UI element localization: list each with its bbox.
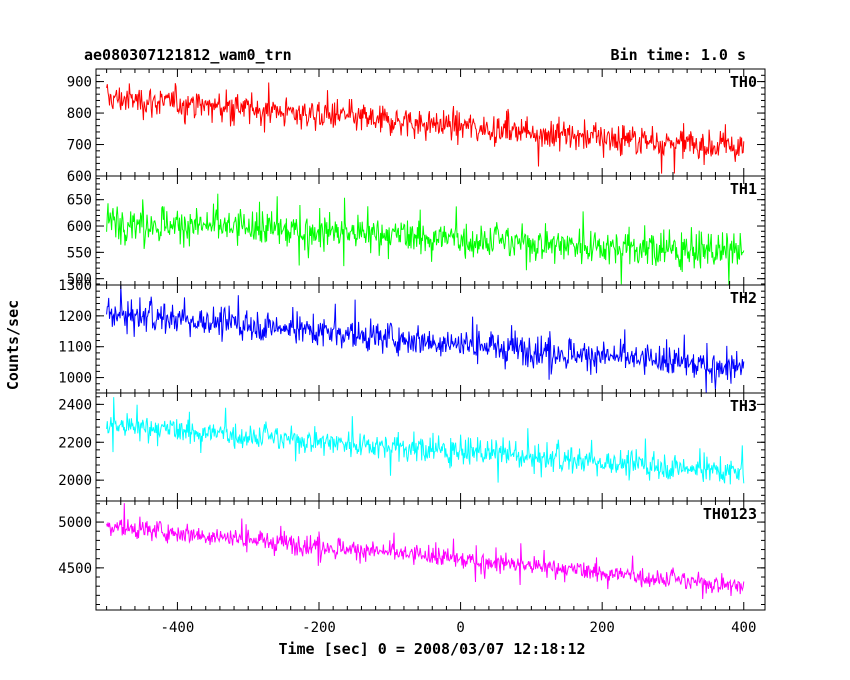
series-line-th2 bbox=[106, 284, 745, 394]
y-axis-label: Counts/sec bbox=[4, 300, 22, 390]
x-tick-label: -400 bbox=[161, 620, 195, 636]
y-tick-label: 5000 bbox=[58, 515, 92, 531]
y-tick-label: 1200 bbox=[58, 309, 92, 325]
panel-label: TH2 bbox=[730, 289, 757, 307]
y-tick-label: 500 bbox=[67, 272, 92, 288]
x-tick-label: 0 bbox=[456, 620, 464, 636]
x-tick-label: -200 bbox=[302, 620, 336, 636]
y-tick-label: 600 bbox=[67, 169, 92, 185]
bin-time-label: Bin time: 1.0 s bbox=[611, 46, 746, 64]
series-line-th0123 bbox=[106, 503, 745, 600]
y-tick-label: 4500 bbox=[58, 561, 92, 577]
x-axis-label: Time [sec] 0 = 2008/03/07 12:18:12 bbox=[278, 640, 585, 658]
panel-label: TH0 bbox=[730, 73, 757, 91]
y-tick-label: 2000 bbox=[58, 473, 92, 489]
panel-th2: 1000 1100 1200 1300 TH2 bbox=[58, 278, 766, 394]
panel-label: TH3 bbox=[730, 397, 757, 415]
y-tick-label: 1300 bbox=[58, 278, 92, 294]
y-tick-label: 650 bbox=[67, 193, 92, 209]
y-tick-label: 1000 bbox=[58, 371, 92, 387]
panel-th1: 500 550 600 650 TH1 bbox=[67, 175, 766, 288]
y-tick-label: 600 bbox=[67, 219, 92, 235]
y-tick-label: 900 bbox=[67, 75, 92, 91]
panel-frame bbox=[95, 284, 766, 394]
panel-label: TH1 bbox=[730, 180, 757, 198]
panel-th3: 2000 2200 2400 TH3 bbox=[58, 392, 766, 502]
panels-group: 600 700 800 900 TH0 500 550 600 650 TH1 1000 1100 12… bbox=[58, 68, 766, 636]
panel-label: TH0123 bbox=[703, 505, 757, 523]
y-tick-label: 2400 bbox=[58, 397, 92, 413]
y-tick-label: 550 bbox=[67, 245, 92, 261]
chart-title: ae080307121812_wam0_trn bbox=[84, 46, 292, 64]
series-line-th3 bbox=[106, 397, 745, 485]
y-tick-label: 800 bbox=[67, 106, 92, 122]
x-tick-label: 400 bbox=[731, 620, 756, 636]
x-tick-label: 200 bbox=[590, 620, 615, 636]
y-tick-label: 700 bbox=[67, 138, 92, 154]
panel-frame bbox=[95, 175, 766, 286]
series-line-th0 bbox=[106, 82, 745, 174]
series-line-th1 bbox=[106, 193, 745, 286]
panel-th0: 600 700 800 900 TH0 bbox=[67, 68, 766, 185]
y-tick-label: 1100 bbox=[58, 340, 92, 356]
panel-frame bbox=[95, 500, 766, 611]
y-tick-label: 2200 bbox=[58, 435, 92, 451]
panel-th0123: 4500 5000 TH0123 bbox=[58, 500, 766, 611]
